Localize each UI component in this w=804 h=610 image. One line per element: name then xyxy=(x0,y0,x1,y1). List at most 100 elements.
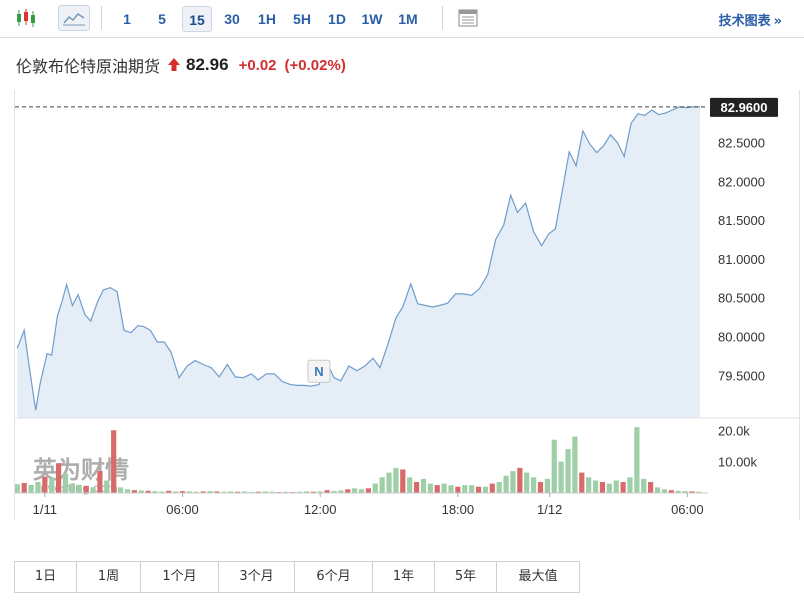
range-6m[interactable]: 6个月 xyxy=(295,562,373,592)
range-1w[interactable]: 1周 xyxy=(77,562,141,592)
volume-bar xyxy=(97,471,103,493)
x-tick-label: 1/12 xyxy=(537,502,562,517)
volume-bar xyxy=(145,490,151,493)
last-value-tag-box xyxy=(710,97,778,117)
volume-bar xyxy=(55,463,62,493)
volume-bar xyxy=(420,478,427,493)
range-1y[interactable]: 1年 xyxy=(373,562,435,592)
range-5y[interactable]: 5年 xyxy=(435,562,497,592)
price-area-fill xyxy=(17,106,701,419)
volume-bar xyxy=(90,487,96,493)
volume-bar xyxy=(283,491,289,493)
volume-bar xyxy=(448,485,454,493)
volume-bar xyxy=(303,491,310,493)
volume-bar xyxy=(104,480,110,493)
volume-bar xyxy=(310,491,316,493)
volume-bar xyxy=(124,489,131,493)
x-tick-label: 06:00 xyxy=(671,502,704,517)
y-tick-label: 82.5000 xyxy=(718,136,765,151)
volume-bar xyxy=(537,482,544,493)
volume-bar xyxy=(551,439,557,493)
volume-bar xyxy=(262,491,268,493)
double-chevron-right-icon: » xyxy=(773,14,782,29)
candlestick-icon[interactable] xyxy=(12,5,40,31)
x-tick-label: 18:00 xyxy=(442,502,475,517)
volume-bar xyxy=(21,482,27,493)
volume-bar xyxy=(496,482,502,493)
news-marker[interactable]: N xyxy=(307,359,331,383)
volume-bar xyxy=(131,490,137,493)
quote-header: 伦敦布伦特原油期货 82.96 +0.02 (+0.02%) xyxy=(16,52,346,78)
range-3m[interactable]: 3个月 xyxy=(219,562,295,592)
instrument-name: 伦敦布伦特原油期货 xyxy=(16,57,161,76)
y-tick-label: 82.0000 xyxy=(718,174,765,189)
volume-bar xyxy=(338,490,344,493)
volume-bar xyxy=(179,491,186,493)
volume-bar xyxy=(675,490,681,493)
last-value-label: 82.9600 xyxy=(721,100,768,115)
volume-bar xyxy=(62,473,69,493)
volume-bar xyxy=(400,469,406,493)
volume-bar xyxy=(489,483,495,493)
timeframe-5h[interactable]: 5H xyxy=(293,11,311,27)
volume-bar xyxy=(386,472,392,493)
range-selector: 1日 1周 1个月 3个月 6个月 1年 5年 最大值 xyxy=(14,561,580,593)
timeframe-1w[interactable]: 1W xyxy=(361,11,383,27)
volume-bar xyxy=(648,482,654,493)
volume-bar xyxy=(49,477,55,493)
price-chart[interactable]: N 82.9600 79.5000 80.0000 80.5000 81.0000 81… xyxy=(15,90,799,520)
last-value-tag: 82.9600 xyxy=(710,97,778,117)
volume-bar xyxy=(634,427,640,493)
y-tick-label: 81.5000 xyxy=(718,213,765,228)
chart-panel[interactable]: N 82.9600 79.5000 80.0000 80.5000 81.0000 81… xyxy=(14,90,800,520)
volume-bar xyxy=(599,482,606,493)
volume-bar xyxy=(28,484,34,493)
volume-bar xyxy=(193,491,199,493)
volume-bar xyxy=(255,491,261,493)
volume-bar xyxy=(35,482,41,493)
timeframe-30[interactable]: 30 xyxy=(224,11,240,27)
table-view-icon[interactable] xyxy=(454,5,482,31)
volume-bar xyxy=(221,491,227,493)
news-marker-box[interactable] xyxy=(307,359,331,383)
volume-bar xyxy=(427,483,433,493)
volume-bar xyxy=(462,485,468,493)
arrow-up-icon xyxy=(168,56,181,75)
volume-bar xyxy=(613,480,619,493)
price-change-percent: (+0.02%) xyxy=(284,56,346,74)
volume-bar xyxy=(503,475,509,493)
volume-bar xyxy=(76,484,82,493)
volume-bar xyxy=(407,477,413,493)
technical-chart-link[interactable]: 技术图表» xyxy=(719,10,782,29)
range-1d[interactable]: 1日 xyxy=(15,562,77,592)
timeframe-1m[interactable]: 1M xyxy=(398,11,418,27)
volume-bar xyxy=(358,489,365,493)
volume-bar xyxy=(531,477,537,493)
volume-bar xyxy=(620,482,626,493)
volume-bar xyxy=(379,477,385,493)
volume-bar xyxy=(592,480,599,493)
timeframe-1[interactable]: 1 xyxy=(123,11,131,27)
volume-bar xyxy=(317,491,323,493)
technical-chart-label: 技术图表 xyxy=(718,14,771,29)
x-tick-label: 06:00 xyxy=(166,502,199,517)
timeframe-1h[interactable]: 1H xyxy=(258,11,276,27)
volume-bar xyxy=(689,491,695,493)
volume-bar xyxy=(117,487,124,493)
range-max[interactable]: 最大值 xyxy=(518,569,558,584)
range-1m[interactable]: 1个月 xyxy=(141,562,219,592)
volume-bar xyxy=(469,485,475,493)
volume-bar xyxy=(173,491,179,493)
price-change: +0.02 xyxy=(238,56,277,74)
volume-bar xyxy=(214,491,220,493)
timeframe-5[interactable]: 5 xyxy=(158,11,166,27)
volume-bar xyxy=(434,485,440,493)
timeframe-1d[interactable]: 1D xyxy=(328,11,346,27)
area-chart-icon[interactable] xyxy=(58,5,90,31)
timeframe-15[interactable]: 15 xyxy=(182,6,212,32)
volume-bar xyxy=(517,467,523,493)
volume-bar xyxy=(152,491,158,493)
volume-bar xyxy=(352,488,358,493)
y-tick-label: 80.5000 xyxy=(718,291,765,306)
volume-bar xyxy=(228,491,234,493)
